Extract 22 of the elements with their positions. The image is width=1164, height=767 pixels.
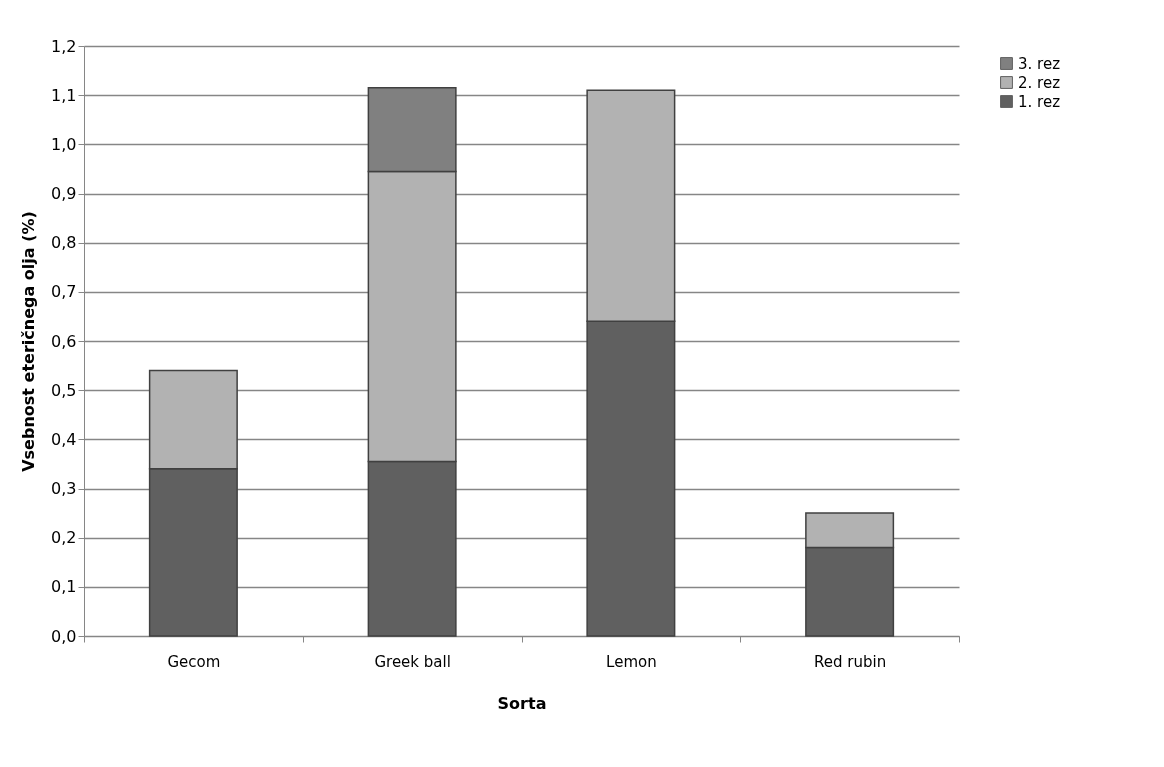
y-tick-label: 0,1: [51, 577, 77, 597]
legend-label: 3. rez: [1018, 54, 1061, 73]
x-tick-label: Gecom: [167, 652, 221, 671]
x-tick-label: Greek ball: [374, 652, 451, 671]
y-tick-label: 1,1: [51, 85, 77, 105]
y-tick-label: 1,0: [51, 134, 77, 154]
legend-label: 2. rez: [1018, 73, 1061, 92]
y-tick-label: 1,2: [51, 36, 77, 56]
y-tick-label: 0,8: [51, 233, 77, 253]
y-tick-label: 0,7: [51, 282, 77, 302]
x-axis-title: Sorta: [497, 693, 547, 713]
x-tick-label: Lemon: [606, 652, 657, 671]
y-tick-label: 0,3: [51, 479, 77, 498]
y-tick-label: 0,0: [51, 626, 77, 646]
y-axis-title: Vsebnost eteričnega olja (%): [19, 211, 39, 472]
y-tick-label: 0,9: [51, 184, 77, 203]
y-tick-label: 0,6: [51, 331, 77, 351]
x-tick-label: Red rubin: [814, 652, 887, 671]
legend-label: 1. rez: [1018, 92, 1061, 111]
y-tick-label: 0,2: [51, 528, 77, 548]
y-tick-label: 0,4: [51, 429, 77, 449]
y-tick-label: 0,5: [51, 380, 77, 400]
